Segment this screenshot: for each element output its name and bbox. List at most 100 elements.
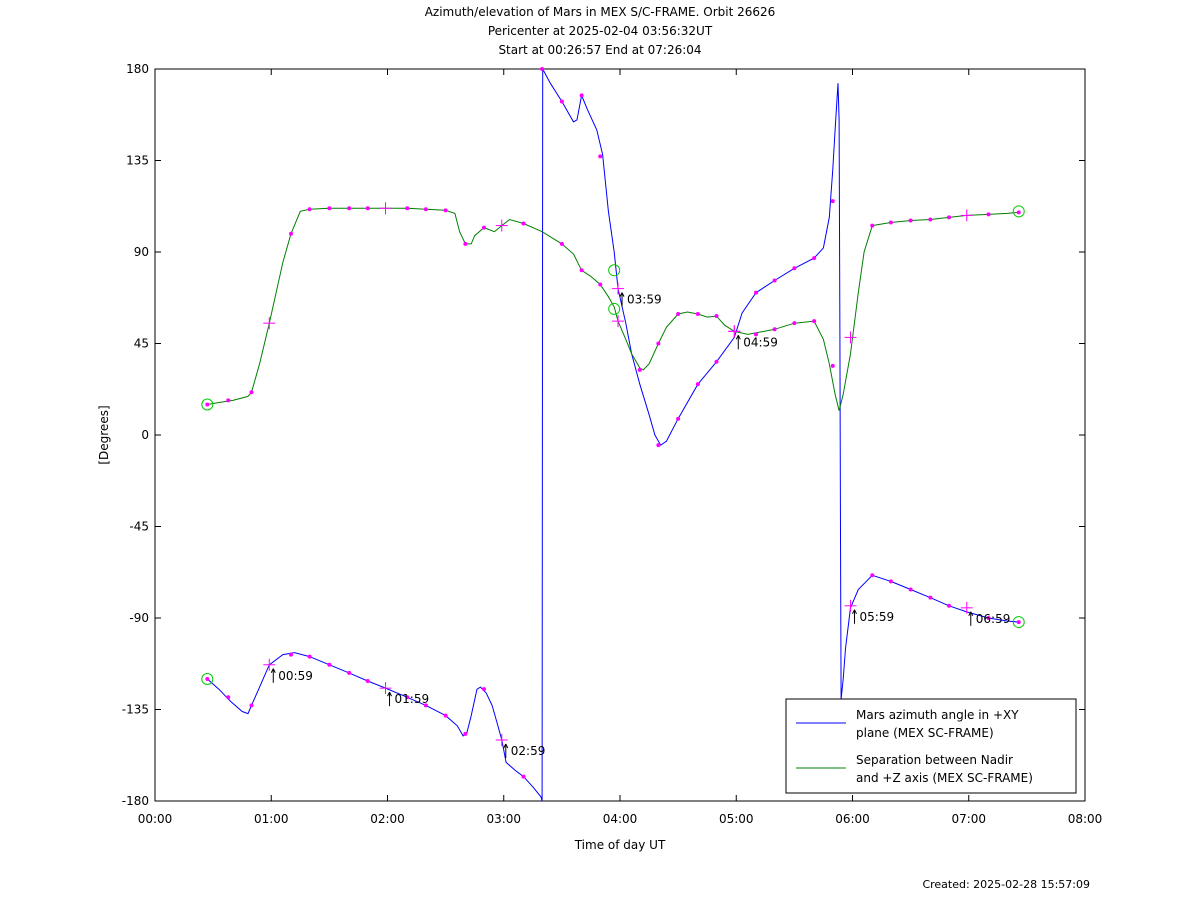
annotation-arrow-left <box>387 691 390 697</box>
annotation-arrow-left <box>619 292 623 297</box>
data-point-dot <box>928 217 933 222</box>
x-axis-label: Time of day UT <box>574 838 666 852</box>
data-point-dot <box>540 67 545 71</box>
time-annotation: 06:59 <box>968 611 1011 626</box>
hour-cross-marker <box>728 325 741 338</box>
legend-box <box>785 698 1077 794</box>
legend-label-1-line-2: plane (MEX SC-FRAME) <box>856 726 994 740</box>
data-point-dot <box>754 332 759 337</box>
legend-label-1-line-1: Mars azimuth angle in +XY <box>856 708 1019 722</box>
x-tick-label: 06:00 <box>835 812 870 826</box>
data-point-dot <box>365 679 370 684</box>
data-point-dot <box>888 220 893 225</box>
annotation-arrow-left <box>735 335 739 340</box>
hour-cross-marker <box>612 282 625 295</box>
hour-cross-marker <box>960 209 973 222</box>
endpoint-circle <box>608 264 621 277</box>
annotation-arrow-left <box>968 611 972 617</box>
data-point-dot <box>772 327 777 332</box>
hour-cross-marker <box>844 599 857 612</box>
series-line-1 <box>206 68 1019 802</box>
annotation-arrow-left <box>270 668 274 673</box>
data-point-dot <box>598 282 603 287</box>
time-annotation: 05:59 <box>852 609 895 624</box>
x-tick-label: 05:00 <box>719 812 754 826</box>
data-point-dot <box>579 268 584 273</box>
data-point-dot <box>463 731 468 736</box>
data-point-dot <box>423 207 428 212</box>
endpoint-circle <box>1012 616 1025 629</box>
hour-cross-marker <box>612 315 625 328</box>
data-point-dot <box>443 208 448 213</box>
data-point-dot <box>443 713 448 718</box>
annotation-arrow-right <box>505 743 509 749</box>
data-point-dot <box>792 266 797 271</box>
endpoint-circle <box>1012 205 1025 218</box>
data-point-dot <box>307 207 312 212</box>
hour-cross-marker <box>960 601 973 614</box>
y-tick-label: -90 <box>129 611 149 625</box>
y-tick-label: 90 <box>134 245 149 259</box>
annotation-label: 06:59 <box>976 612 1011 626</box>
data-point-dot <box>463 241 468 246</box>
data-point-dot <box>521 221 526 226</box>
data-point-dot <box>559 99 564 104</box>
data-point-dot <box>1016 620 1021 625</box>
hour-cross-marker <box>379 202 392 215</box>
x-tick-label: 00:00 <box>138 812 173 826</box>
x-tick-label: 07:00 <box>951 812 986 826</box>
data-point-dot <box>289 231 294 236</box>
annotation-arrow-right <box>854 609 857 615</box>
data-point-dot <box>830 199 835 204</box>
series-line-2 <box>207 207 1019 411</box>
annotation-arrow-right <box>389 691 392 697</box>
y-tick-label: -135 <box>122 703 149 717</box>
annotation-arrow-left <box>852 609 855 615</box>
data-point-dot <box>676 416 681 421</box>
data-point-dot <box>289 652 294 657</box>
data-point-dot <box>347 670 352 675</box>
data-point-dot <box>870 223 875 228</box>
data-point-dot <box>637 367 642 372</box>
data-point-dot <box>946 603 951 608</box>
y-tick-label: 0 <box>141 428 149 442</box>
data-point-dot <box>772 278 777 283</box>
data-point-dot <box>986 212 991 217</box>
data-point-dot <box>908 587 913 592</box>
data-point-dot <box>656 443 661 448</box>
data-point-dot <box>481 687 486 692</box>
data-point-dot <box>695 312 700 317</box>
data-point-dot <box>754 290 759 295</box>
data-point-dot <box>205 402 210 407</box>
x-tick-label: 02:00 <box>370 812 405 826</box>
hour-cross-marker <box>263 317 276 330</box>
annotation-label: 05:59 <box>860 610 895 624</box>
annotation-arrow-right <box>970 611 974 617</box>
time-annotation: 00:59 <box>270 668 313 683</box>
data-point-dot <box>714 314 719 319</box>
endpoint-circle <box>201 398 214 411</box>
x-tick-label: 04:00 <box>603 812 638 826</box>
y-axis-label: [Degrees] <box>97 405 111 464</box>
data-point-dot <box>812 319 817 324</box>
data-point-dot <box>986 616 991 620</box>
annotation-label: 01:59 <box>395 692 430 706</box>
hour-cross-marker <box>844 331 857 344</box>
data-point-dot <box>714 359 719 364</box>
time-annotation: 04:59 <box>735 335 778 350</box>
hour-cross-marker <box>263 658 276 671</box>
y-tick-label: 45 <box>134 337 149 351</box>
data-point-dot <box>405 695 410 700</box>
data-point-dot <box>946 215 951 220</box>
annotation-arrow-right <box>737 335 741 340</box>
data-point-dot <box>870 573 875 578</box>
data-point-dot <box>521 774 526 779</box>
chart-title-line-1: Azimuth/elevation of Mars in MEX S/C-FRA… <box>424 5 776 19</box>
data-point-dot <box>1016 210 1021 215</box>
annotation-arrow-right <box>621 292 625 297</box>
data-point-dot <box>226 695 231 700</box>
legend-label-2-line-1: Separation between Nadir <box>856 753 1013 767</box>
hour-cross-marker <box>379 682 392 695</box>
